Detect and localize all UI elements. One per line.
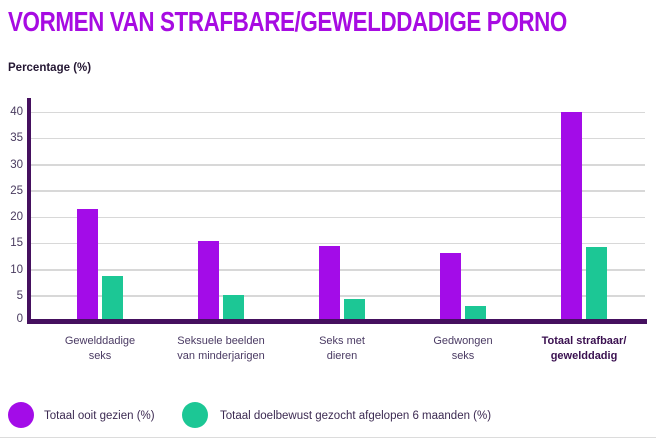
grid-line-40 xyxy=(31,111,645,113)
bar-ooit-gezien-5 xyxy=(561,112,582,322)
bar-chart-plot-area xyxy=(27,98,647,324)
x-category-label-3: Seks met dieren xyxy=(319,335,365,362)
grid-line-30 xyxy=(31,164,645,166)
y-tick-label-20: 20 xyxy=(10,211,23,223)
grid-line-15 xyxy=(31,242,645,245)
x-axis-line xyxy=(27,319,647,324)
grid-line-35 xyxy=(31,137,645,140)
bar-doelbewust-gezocht-5 xyxy=(586,247,607,322)
y-tick-label-25: 25 xyxy=(10,184,23,197)
y-tick-label-30: 30 xyxy=(10,158,23,171)
x-category-label-5: Totaal strafbaar/ gewelddadig xyxy=(541,335,627,362)
legend-label-ooit-gezien: Totaal ooit gezien (%) xyxy=(44,410,155,422)
x-category-label-1: Gewelddadige seks xyxy=(64,335,136,362)
legend-dot-ooit-gezien xyxy=(8,402,34,428)
bar-ooit-gezien-4 xyxy=(440,252,461,322)
y-axis-title: Percentage (%) xyxy=(8,62,92,74)
grid-line-25 xyxy=(31,190,645,192)
x-category-label-2: Seksuele beelden van minderjarigen xyxy=(177,335,265,362)
y-tick-label-10: 10 xyxy=(10,263,23,276)
y-tick-label-35: 35 xyxy=(10,132,23,145)
y-tick-label-5: 5 xyxy=(16,289,23,302)
grid-line-20 xyxy=(31,216,645,218)
y-tick-label-0: 0 xyxy=(16,313,23,325)
bar-doelbewust-gezocht-3 xyxy=(344,299,365,322)
bar-doelbewust-gezocht-4 xyxy=(465,305,486,322)
page-title: VORMEN VAN STRAFBARE/GEWELDDADIGE PORNO xyxy=(8,6,567,37)
x-category-label-4: Gedwongen seks xyxy=(433,335,493,362)
legend-dot-doelbewust-gezocht xyxy=(182,402,208,428)
bar-ooit-gezien-1 xyxy=(77,209,98,322)
y-tick-label-15: 15 xyxy=(10,237,23,250)
legend-label-doelbewust-gezocht: Totaal doelbewust gezocht afgelopen 6 ma… xyxy=(220,410,492,422)
bar-ooit-gezien-3 xyxy=(319,245,340,322)
y-axis-line xyxy=(27,98,31,324)
bar-ooit-gezien-2 xyxy=(198,240,219,322)
y-tick-label-40: 40 xyxy=(10,106,23,118)
bar-doelbewust-gezocht-2 xyxy=(223,294,244,322)
bar-doelbewust-gezocht-1 xyxy=(102,275,123,322)
